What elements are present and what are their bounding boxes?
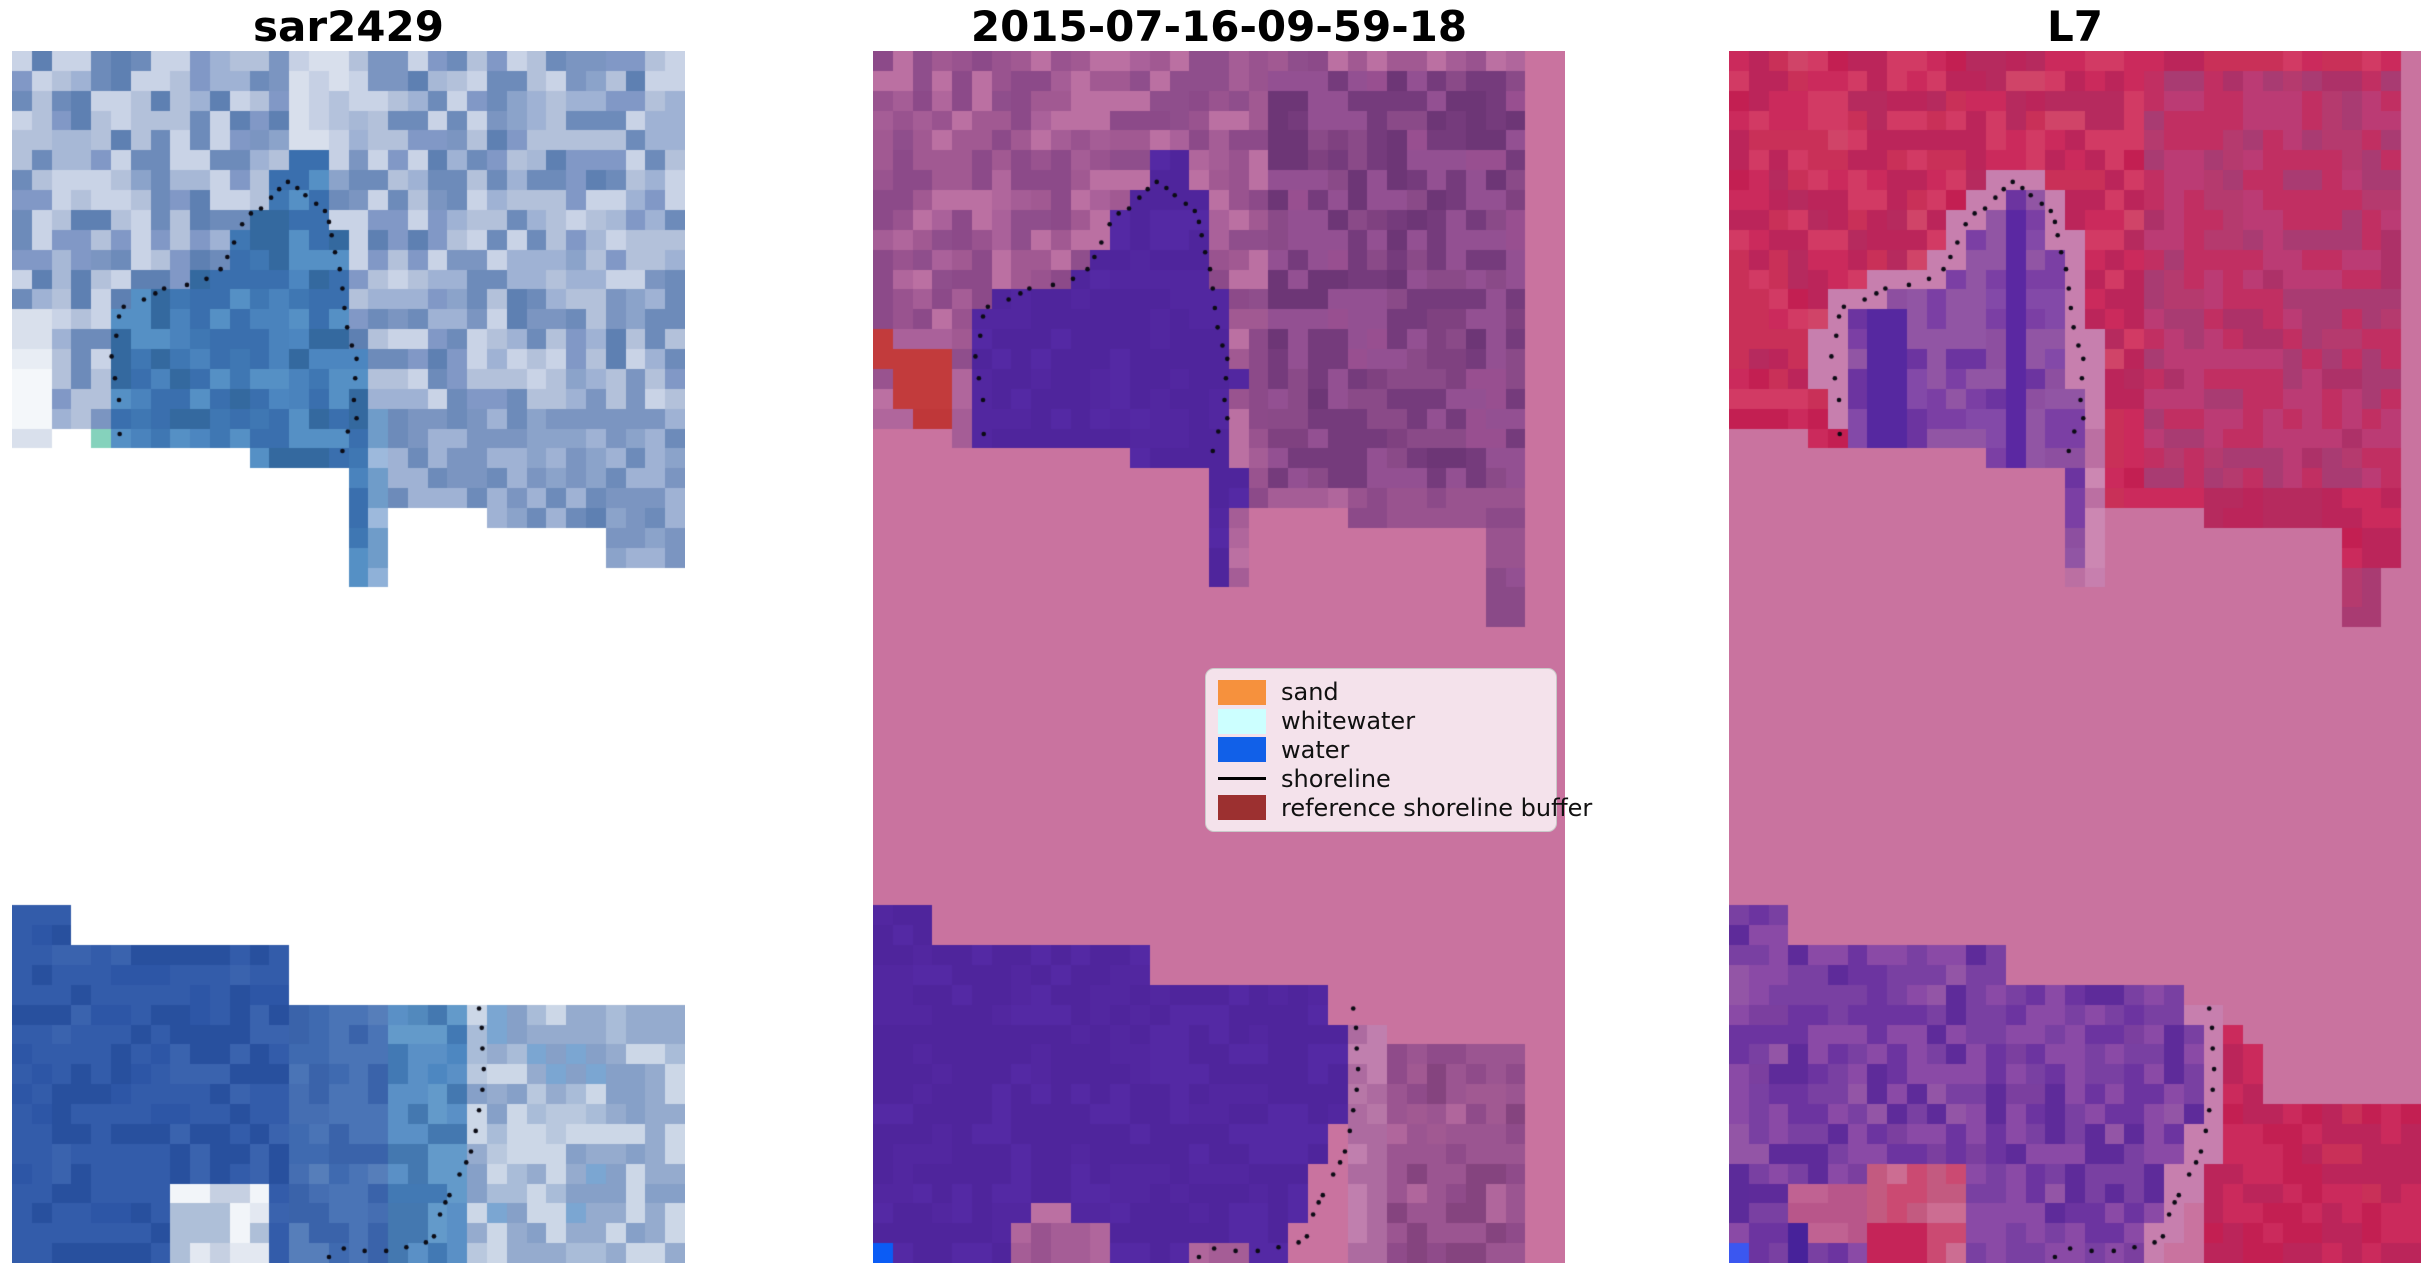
legend: sand whitewater water shoreline referenc…	[1205, 668, 1592, 832]
reference-buffer-swatch-icon	[1218, 795, 1266, 821]
legend-label: whitewater	[1281, 707, 1416, 736]
classified-image-canvas	[873, 51, 1565, 1263]
legend-item-water: water	[1218, 736, 1544, 765]
legend-label: reference shoreline buffer	[1281, 793, 1593, 822]
legend-item-sand: sand	[1218, 678, 1544, 707]
legend-label: sand	[1281, 678, 1339, 707]
panel-title-date: 2015-07-16-09-59-18	[970, 2, 1468, 51]
panel-classified: 2015-07-16-09-59-18 sand whitewater wate…	[873, 0, 1592, 1263]
panel-sar: sar2429	[12, 0, 685, 1263]
legend-item-shoreline: shoreline	[1218, 764, 1544, 793]
l7-image-canvas	[1729, 51, 2421, 1263]
legend-label: water	[1281, 735, 1350, 764]
legend-item-whitewater: whitewater	[1218, 707, 1544, 736]
sand-swatch-icon	[1218, 679, 1266, 705]
shoreline-line-icon	[1218, 777, 1266, 781]
legend-label: shoreline	[1281, 764, 1391, 793]
panel-l7: L7	[1729, 0, 2421, 1263]
whitewater-swatch-icon	[1218, 708, 1266, 734]
sar-image-canvas	[12, 51, 685, 1263]
legend-item-reference-buffer: reference shoreline buffer	[1218, 793, 1592, 822]
water-swatch-icon	[1218, 737, 1266, 763]
panel-title-l7: L7	[2047, 2, 2103, 51]
panel-title-sar: sar2429	[253, 2, 444, 51]
